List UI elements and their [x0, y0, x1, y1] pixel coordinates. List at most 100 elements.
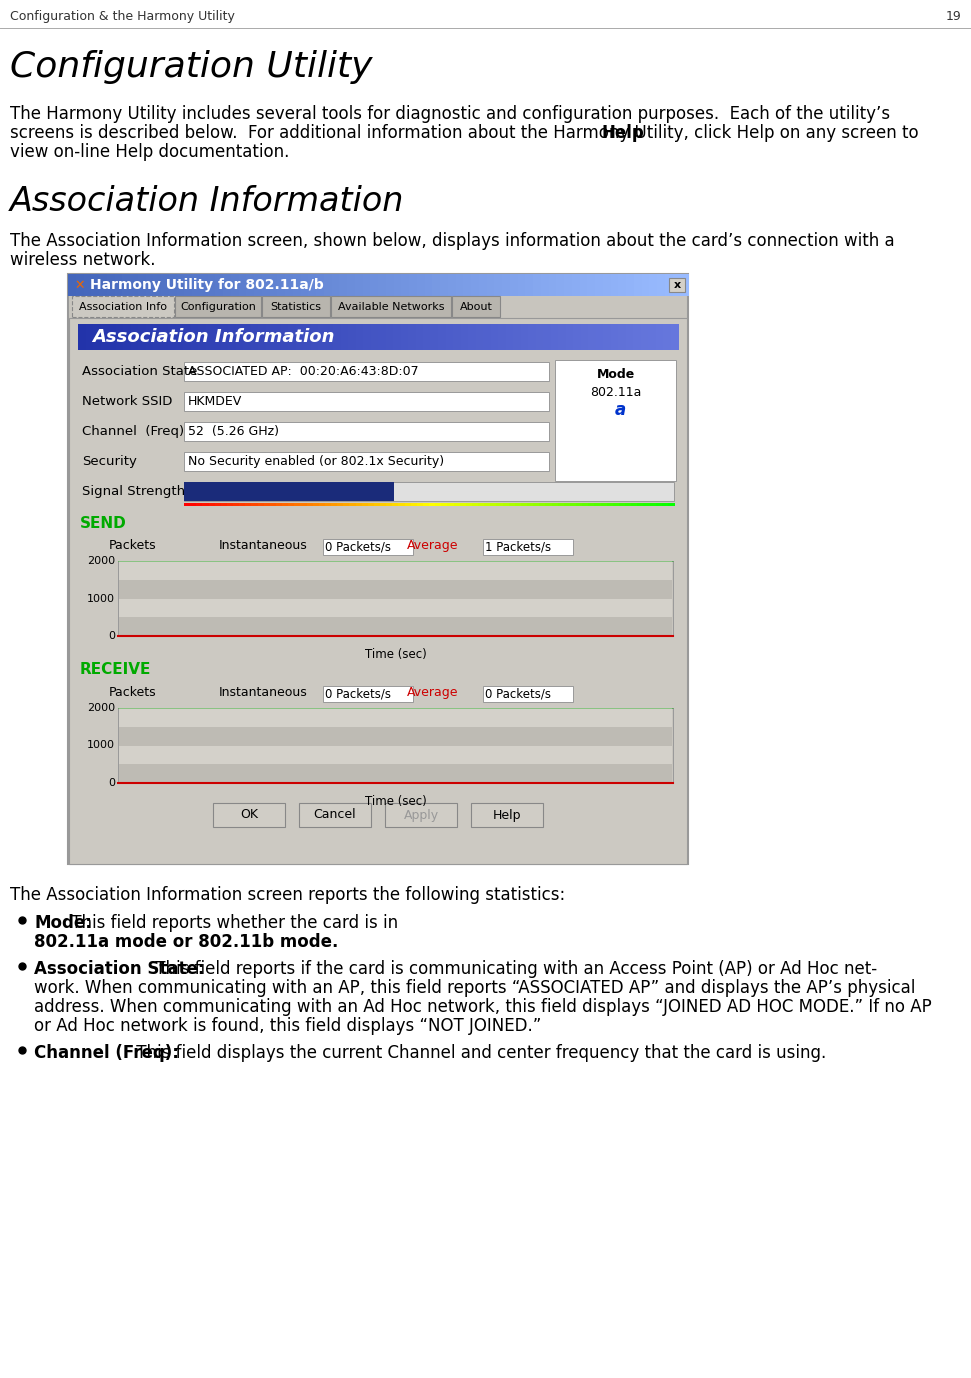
Text: 2000: 2000 [86, 555, 115, 566]
Bar [641, 324, 649, 350]
Bar [494, 274, 503, 296]
Bar [262, 274, 270, 296]
Bar [107, 274, 115, 296]
Text: Signal Strength: Signal Strength [82, 485, 185, 497]
Text: This field reports if the card is communicating with an Access Point (AP) or Ad : This field reports if the card is commun… [151, 960, 877, 978]
Bar [595, 274, 603, 296]
Text: 802.11a: 802.11a [589, 386, 641, 398]
Bar [468, 324, 476, 350]
Bar [459, 503, 466, 506]
Bar [551, 324, 558, 350]
Text: Help: Help [602, 124, 645, 142]
Bar [258, 324, 266, 350]
Bar [138, 274, 146, 296]
Text: Channel (Freq):: Channel (Freq): [34, 1045, 179, 1062]
Bar [448, 503, 454, 506]
Text: 1 Packets/s: 1 Packets/s [485, 540, 552, 554]
Bar [607, 503, 614, 506]
Text: Help: Help [492, 809, 521, 821]
Bar [681, 274, 688, 296]
Bar [118, 561, 673, 637]
Bar [228, 324, 236, 350]
Bar [303, 324, 311, 350]
Text: Association State: Association State [82, 365, 197, 378]
Text: Association State:: Association State: [34, 960, 205, 978]
Text: 0 Packets/s: 0 Packets/s [325, 540, 391, 554]
Bar [483, 686, 573, 701]
Bar [316, 274, 324, 296]
Bar [535, 324, 544, 350]
Bar [68, 274, 77, 296]
Bar [619, 274, 626, 296]
Bar [378, 274, 386, 296]
Bar [663, 324, 671, 350]
Bar [220, 324, 228, 350]
Text: Association Information: Association Information [92, 328, 334, 346]
Bar [527, 503, 534, 506]
Bar [438, 324, 446, 350]
Bar [202, 503, 209, 506]
Bar [417, 274, 425, 296]
Text: address. When communicating with an Ad Hoc network, this field displays “JOINED : address. When communicating with an Ad H… [34, 998, 932, 1016]
Bar [398, 503, 405, 506]
Bar [662, 503, 668, 506]
Bar [490, 503, 497, 506]
Bar [119, 561, 672, 580]
Bar [300, 274, 309, 296]
Bar [471, 274, 480, 296]
Bar [355, 324, 363, 350]
Bar [370, 274, 379, 296]
Bar [506, 324, 514, 350]
Bar [463, 274, 472, 296]
Bar [227, 503, 233, 506]
Bar [76, 274, 84, 296]
Bar [354, 274, 363, 296]
Bar [483, 324, 491, 350]
Text: x: x [674, 280, 681, 289]
Text: screens is described below.  For additional information about the Harmony Utilit: screens is described below. For addition… [10, 124, 919, 142]
Bar [572, 274, 580, 296]
Text: Association Information: Association Information [10, 185, 404, 218]
Bar [655, 324, 663, 350]
Bar [430, 324, 439, 350]
Bar [192, 274, 200, 296]
Bar [644, 503, 650, 506]
Bar [278, 274, 285, 296]
Text: ✕: ✕ [74, 278, 84, 292]
Bar [318, 503, 325, 506]
Bar [378, 324, 386, 350]
Text: RECEIVE: RECEIVE [80, 663, 151, 678]
Bar [84, 274, 91, 296]
Bar [198, 324, 206, 350]
Bar [190, 503, 197, 506]
Bar [184, 391, 549, 411]
Bar [417, 503, 423, 506]
Bar [184, 274, 192, 296]
Bar [515, 503, 521, 506]
Bar [318, 324, 326, 350]
Text: About: About [459, 302, 492, 311]
Bar [348, 324, 356, 350]
Bar [175, 296, 261, 317]
Text: 0 Packets/s: 0 Packets/s [485, 688, 551, 700]
Bar [626, 274, 634, 296]
Bar [510, 274, 518, 296]
Bar [184, 503, 190, 506]
Bar [130, 274, 138, 296]
Bar [446, 324, 453, 350]
Text: Configuration Utility: Configuration Utility [10, 50, 373, 84]
Bar [69, 318, 687, 864]
Bar [669, 278, 685, 292]
Bar [631, 503, 638, 506]
Bar [119, 765, 672, 783]
Text: Packets: Packets [109, 539, 156, 553]
Bar [215, 503, 221, 506]
Bar [453, 503, 460, 506]
Bar [333, 324, 341, 350]
Bar [323, 274, 332, 296]
Bar [552, 503, 558, 506]
Bar [281, 324, 288, 350]
Bar [331, 503, 338, 506]
Bar [160, 324, 169, 350]
Text: SEND: SEND [80, 515, 127, 531]
